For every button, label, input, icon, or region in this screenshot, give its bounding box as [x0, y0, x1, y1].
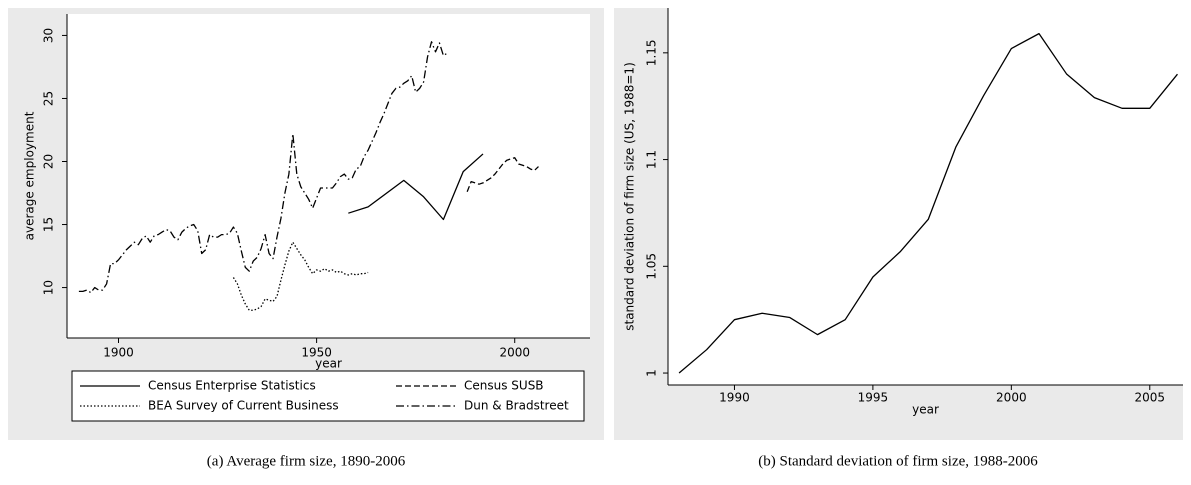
- x-tick-label: 1900: [103, 346, 134, 360]
- legend-label: Dun & Bradstreet: [464, 399, 569, 413]
- data-line: [78, 41, 448, 294]
- x-tick-label: 2005: [1135, 391, 1166, 405]
- y-tick-label: 1.1: [645, 150, 659, 169]
- y-tick-label: 1: [645, 369, 659, 377]
- data-line: [348, 153, 484, 221]
- x-tick-label: 2000: [499, 346, 530, 360]
- plot-area: [668, 8, 1183, 385]
- y-tick-label: 1.15: [645, 39, 659, 66]
- y-tick-label: 25: [42, 91, 56, 106]
- x-tick-label: 2000: [996, 391, 1027, 405]
- y-tick-label: 10: [42, 280, 56, 295]
- data-line: [678, 32, 1178, 374]
- y-axis-title: average employment: [23, 111, 37, 240]
- legend-box: [71, 370, 585, 422]
- data-line: [232, 241, 369, 311]
- y-tick-label: 1.05: [645, 253, 659, 280]
- caption: (b) Standard deviation of firm size, 198…: [758, 453, 1038, 469]
- legend-label: Census SUSB: [464, 379, 544, 393]
- x-tick-label: 1950: [301, 346, 332, 360]
- x-tick-label: 1990: [719, 391, 750, 405]
- data-line: [466, 157, 539, 192]
- caption: (a) Average firm size, 1890-2006: [207, 453, 406, 469]
- x-tick-label: 1995: [858, 391, 889, 405]
- y-tick-label: 30: [42, 28, 56, 43]
- x-axis-title: year: [912, 403, 939, 417]
- y-tick-label: 15: [42, 217, 56, 232]
- x-axis-title: year: [315, 357, 342, 371]
- legend-label: Census Enterprise Statistics: [148, 379, 316, 393]
- y-tick-label: 20: [42, 154, 56, 169]
- y-axis-title: standard deviation of firm size (US, 198…: [623, 62, 637, 331]
- legend-label: BEA Survey of Current Business: [148, 399, 339, 413]
- plot-area: [67, 14, 590, 338]
